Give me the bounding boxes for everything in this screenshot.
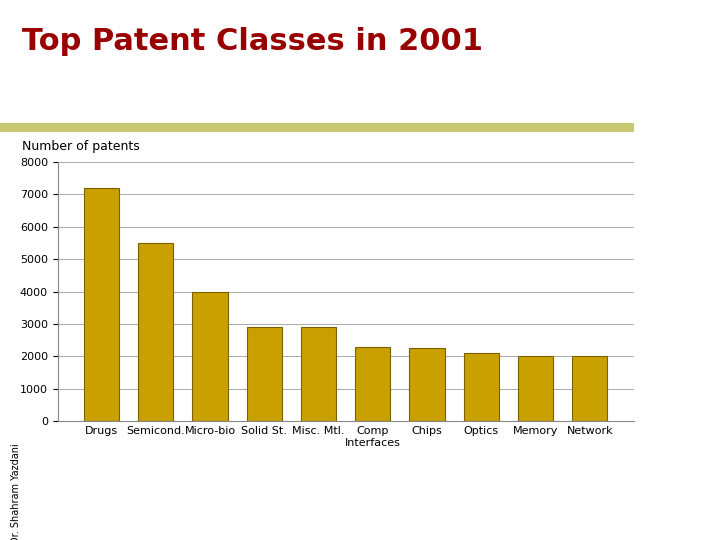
Bar	[355, 347, 390, 421]
Bar	[464, 353, 499, 421]
Bar	[138, 243, 174, 421]
Bar	[410, 348, 445, 421]
Bar	[301, 327, 336, 421]
Bar	[84, 188, 119, 421]
Bar	[572, 356, 608, 421]
Bar	[246, 327, 282, 421]
Text: Top Patent Classes in 2001: Top Patent Classes in 2001	[22, 27, 482, 56]
Bar	[192, 292, 228, 421]
Text: Dr. Shahram Yazdani: Dr. Shahram Yazdani	[11, 443, 21, 540]
Text: Number of patents: Number of patents	[22, 140, 140, 153]
FancyBboxPatch shape	[0, 123, 634, 132]
Bar	[518, 356, 553, 421]
